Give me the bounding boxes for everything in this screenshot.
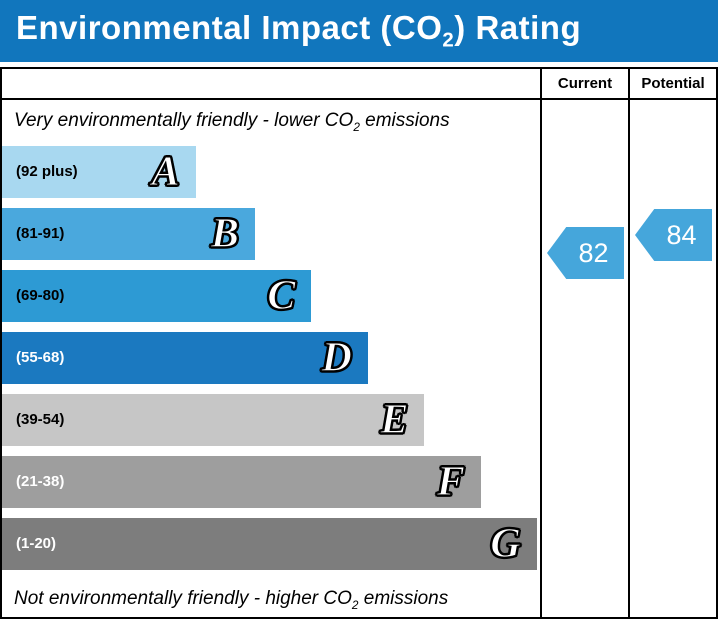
band-row-e: (39-54) E (2, 393, 540, 446)
bottom-note: Not environmentally friendly - higher CO… (2, 580, 540, 619)
band-d-bar: (55-68) D (2, 331, 368, 384)
band-d-range-label: (55-68) (16, 349, 65, 367)
band-c-letter: C (267, 272, 296, 319)
bottom-note-subscript: 2 (351, 598, 359, 612)
band-c-range-label: (69-80) (16, 287, 65, 305)
rating-bands: (92 plus) A (81-91) B (69-80) C (55-68) (2, 144, 540, 580)
band-b-bar: (81-91) B (2, 207, 255, 260)
band-a-range-label: (92 plus) (16, 163, 78, 181)
band-b-letter: B (210, 210, 239, 257)
potential-rating-arrow: 84 (635, 209, 712, 261)
page-title: Environmental Impact (CO2) Rating (16, 9, 581, 53)
current-rating-value: 82 (578, 237, 609, 268)
band-g-range-label: (1-20) (16, 535, 57, 553)
potential-column-header: Potential (628, 69, 716, 100)
band-f-bar: (21-38) F (2, 455, 481, 508)
page-title-text-end: ) Rating (454, 9, 582, 47)
band-g-bar: (1-20) G (2, 517, 537, 570)
band-e-letter: E (380, 396, 409, 443)
band-g-letter: G (490, 520, 521, 567)
bottom-note-text: Not environmentally friendly - higher CO (14, 587, 352, 609)
band-a-bar: (92 plus) A (2, 145, 196, 198)
band-f-range-label: (21-38) (16, 473, 65, 491)
title-bar: Environmental Impact (CO2) Rating (0, 0, 718, 62)
current-column-header: Current (540, 69, 628, 100)
potential-column: 84 (628, 100, 716, 619)
band-f-letter: F (436, 458, 465, 505)
band-b-range-label: (81-91) (16, 225, 65, 243)
rating-bands-panel: Very environmentally friendly - lower CO… (2, 100, 540, 619)
potential-rating-value: 84 (666, 219, 697, 250)
page-title-subscript: 2 (442, 28, 455, 52)
band-row-c: (69-80) C (2, 269, 540, 322)
band-row-d: (55-68) D (2, 331, 540, 384)
top-note-text-end: emissions (359, 110, 450, 131)
band-row-b: (81-91) B (2, 207, 540, 260)
header-spacer-cell (2, 69, 540, 100)
current-column: 82 (540, 100, 628, 619)
band-c-bar: (69-80) C (2, 269, 312, 322)
co2-rating-chart: Current Potential Very environmentally f… (0, 67, 718, 619)
top-note-subscript: 2 (353, 120, 360, 134)
current-rating-arrow: 82 (547, 227, 624, 279)
band-a-letter: A (151, 148, 180, 195)
band-e-bar: (39-54) E (2, 393, 425, 446)
bottom-note-text-end: emissions (358, 587, 449, 609)
band-row-g: (1-20) G (2, 517, 540, 570)
band-row-a: (92 plus) A (2, 145, 540, 198)
band-row-f: (21-38) F (2, 455, 540, 508)
band-e-range-label: (39-54) (16, 411, 65, 429)
top-note: Very environmentally friendly - lower CO… (2, 100, 540, 144)
band-d-letter: D (321, 334, 352, 381)
page-title-text: Environmental Impact (CO (16, 9, 443, 47)
top-note-text: Very environmentally friendly - lower CO (14, 110, 354, 131)
